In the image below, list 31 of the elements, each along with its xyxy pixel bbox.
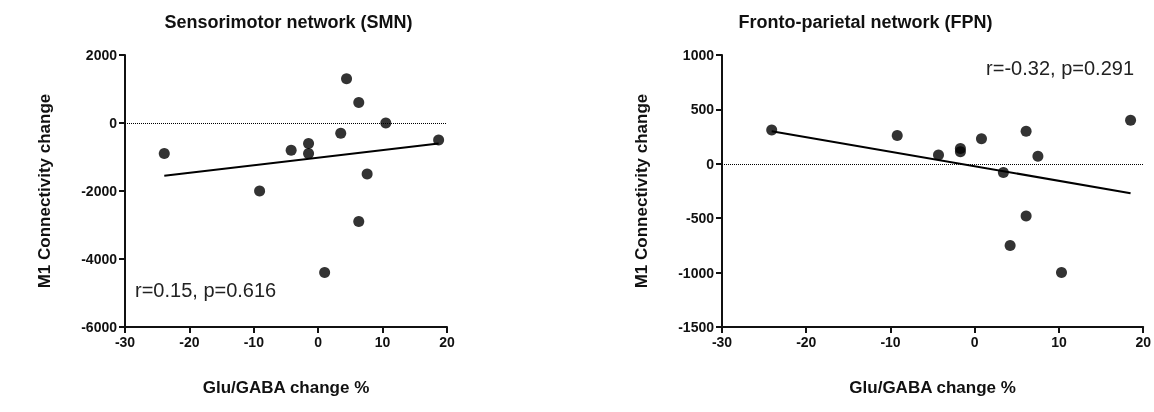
y-tick-label: -1000 (678, 264, 715, 281)
x-axis-title: Glu/GABA change % (202, 378, 370, 397)
y-tick-label: 1000 (682, 47, 715, 63)
x-tick-label: 0 (314, 334, 323, 350)
y-tick-label: 0 (706, 155, 715, 172)
x-tick-label: -30 (114, 334, 136, 350)
y-tick-label: -4000 (81, 251, 118, 267)
x-tick-label: 10 (374, 334, 391, 350)
y-tick-label: -2000 (81, 183, 118, 199)
y-tick-label: 500 (690, 101, 715, 118)
x-tick-label: -10 (243, 334, 265, 350)
y-axis-title: M1 Connectivity change (632, 93, 651, 289)
x-tick-label: -20 (179, 334, 200, 350)
y-tick-label: 0 (109, 115, 118, 131)
x-tick-label: 20 (1135, 334, 1152, 350)
x-tick-label: -20 (796, 334, 817, 350)
chart-title: Sensorimotor network (SMN) (164, 12, 413, 32)
y-tick-label: 2000 (85, 47, 118, 63)
y-tick-label: -1500 (678, 319, 715, 335)
y-tick-label: -6000 (81, 319, 118, 335)
x-tick-label: 20 (439, 334, 455, 350)
x-tick-label: 10 (1051, 334, 1067, 350)
y-axis-title: M1 Connectivity change (35, 93, 54, 289)
annotation: r=0.15, p=0.616 (135, 279, 277, 301)
x-axis-title: Glu/GABA change % (849, 378, 1016, 397)
annotation: r=-0.32, p=0.291 (986, 57, 1134, 79)
y-tick-label: -500 (685, 210, 715, 227)
x-tick-label: 0 (970, 334, 979, 350)
chart-title: Fronto-parietal network (FPN) (738, 12, 993, 32)
x-tick-label: -30 (711, 334, 733, 350)
x-tick-label: -10 (880, 334, 901, 350)
